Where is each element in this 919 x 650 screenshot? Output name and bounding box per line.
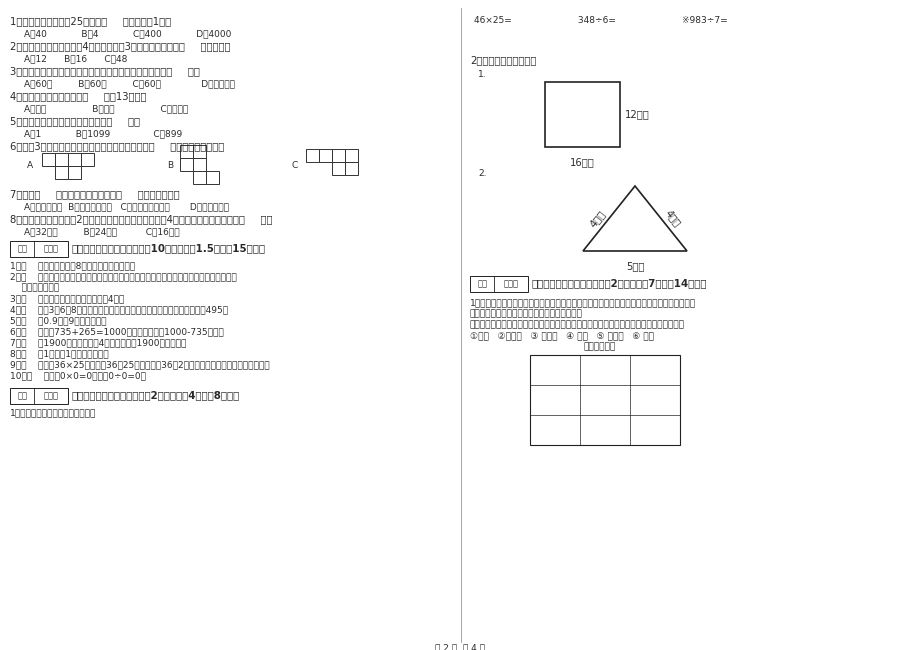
Bar bbox=[81, 153, 94, 166]
Text: 6、下列3个图形中，每个小正方形都一样大，那么（     ）图形的周长最长。: 6、下列3个图形中，每个小正方形都一样大，那么（ ）图形的周长最长。 bbox=[10, 141, 224, 151]
Text: 4、按农历计算，有的年份（     ）有13个月。: 4、按农历计算，有的年份（ ）有13个月。 bbox=[10, 91, 146, 101]
Text: 得分: 得分 bbox=[477, 280, 487, 289]
Text: 1、平均每个同学体重25千克，（     ）名同学重1吨。: 1、平均每个同学体重25千克，（ ）名同学重1吨。 bbox=[10, 16, 171, 26]
Text: 5分米: 5分米 bbox=[625, 261, 643, 271]
Text: A、32厘米         B、24厘米          C、16厘米: A、32厘米 B、24厘米 C、16厘米 bbox=[24, 227, 179, 236]
Bar bbox=[319, 149, 332, 162]
Text: A: A bbox=[27, 161, 33, 170]
Bar bbox=[206, 171, 219, 184]
Bar bbox=[332, 149, 345, 162]
Text: 和鱼馆的地址分别在动物园的东北角和西北角。: 和鱼馆的地址分别在动物园的东北角和西北角。 bbox=[470, 309, 583, 318]
Text: A、60秒         B、60分         C、60时              D、无法确定: A、60秒 B、60分 C、60时 D、无法确定 bbox=[24, 79, 234, 88]
Text: 四、看清题目，细心计算（共2小题，每题4分，共8分）。: 四、看清题目，细心计算（共2小题，每题4分，共8分）。 bbox=[72, 390, 240, 400]
Text: 10、（    ）因为0×0=0，所以0÷0=0。: 10、（ ）因为0×0=0，所以0÷0=0。 bbox=[10, 371, 146, 380]
Bar bbox=[544, 82, 619, 147]
Text: A、12      B、16      C、48: A、12 B、16 C、48 bbox=[24, 54, 127, 63]
Text: 2、一个长方形花坛的宽是4米，长是宽的3倍，花坛的面积是（     ）平方米。: 2、一个长方形花坛的宽是4米，长是宽的3倍，花坛的面积是（ ）平方米。 bbox=[10, 41, 231, 51]
Text: 1.: 1. bbox=[478, 70, 486, 79]
Text: C: C bbox=[291, 161, 298, 170]
Text: 7、明天（     ）会下雨，今天下午我（     ）游遍全世界。: 7、明天（ ）会下雨，今天下午我（ ）游遍全世界。 bbox=[10, 189, 179, 199]
Text: 1、走进动物园大门，正北面是狮子山和熊猫馆，狮子山的东侧是飞禽馆，西侧是猴园，大象馆: 1、走进动物园大门，正北面是狮子山和熊猫馆，狮子山的东侧是飞禽馆，西侧是猴园，大… bbox=[470, 298, 696, 307]
Bar bbox=[42, 153, 55, 166]
Bar bbox=[193, 145, 206, 158]
Bar bbox=[180, 158, 193, 171]
Text: 9、（    ）计算36×25时，先把36和25相乘，再把36和2相乘，最后把两次乘得的结果相加。: 9、（ ）计算36×25时，先把36和25相乘，再把36和2相乘，最后把两次乘得… bbox=[10, 360, 269, 369]
Text: 4分米: 4分米 bbox=[586, 208, 606, 229]
Bar bbox=[193, 158, 206, 171]
Text: 评卷人: 评卷人 bbox=[43, 391, 59, 400]
Text: 12厘米: 12厘米 bbox=[624, 109, 649, 120]
Text: 2、求下面图形的周长。: 2、求下面图形的周长。 bbox=[470, 55, 536, 65]
Text: 4、（    ）用3、6、8这三个数字组成的最大三位数与最小三位数，它们相差495。: 4、（ ）用3、6、8这三个数字组成的最大三位数与最小三位数，它们相差495。 bbox=[10, 305, 228, 314]
Text: B: B bbox=[166, 161, 173, 170]
Bar bbox=[193, 171, 206, 184]
Text: 三、仔细推敲，正确判断（共10小题，每题1.5分，共15分）。: 三、仔细推敲，正确判断（共10小题，每题1.5分，共15分）。 bbox=[72, 243, 266, 253]
Text: 1、列竖式计算。（带米的要验算）: 1、列竖式计算。（带米的要验算） bbox=[10, 408, 96, 417]
Text: 6、（    ）根据735+265=1000，可以直接写出1000-735的差。: 6、（ ）根据735+265=1000，可以直接写出1000-735的差。 bbox=[10, 327, 223, 336]
Text: A、一定                B、可能                C、不可能: A、一定 B、可能 C、不可能 bbox=[24, 104, 188, 113]
Text: 8、一个正方形的边长是2厘米，现在将边长扩大到原来的4倍，现在正方形的周长是（     ）。: 8、一个正方形的边长是2厘米，现在将边长扩大到原来的4倍，现在正方形的周长是（ … bbox=[10, 214, 272, 224]
Bar bbox=[55, 166, 68, 179]
Text: 五、认真思考，综合能力（共2小题，每题7分，共14分）。: 五、认真思考，综合能力（共2小题，每题7分，共14分）。 bbox=[531, 278, 707, 288]
Bar bbox=[529, 355, 679, 445]
Text: 评卷人: 评卷人 bbox=[43, 244, 59, 254]
Bar bbox=[306, 149, 319, 162]
Text: 根据小强的描述，请你把这些动物场馆所在的位置，在动物园的导游图上用序号表示出来。: 根据小强的描述，请你把这些动物场馆所在的位置，在动物园的导游图上用序号表示出来。 bbox=[470, 320, 685, 329]
Text: 动物园导游图: 动物园导游图 bbox=[584, 342, 616, 351]
Text: 1、（    ）一个两位数乘8，积一定也是两为数。: 1、（ ）一个两位数乘8，积一定也是两为数。 bbox=[10, 261, 135, 270]
Bar bbox=[345, 149, 357, 162]
Text: 46×25=                       348÷6=                       ※983÷7=: 46×25= 348÷6= ※983÷7= bbox=[473, 16, 727, 25]
Polygon shape bbox=[583, 186, 686, 251]
Text: A、40            B、4            C、400            D、4000: A、40 B、4 C、400 D、4000 bbox=[24, 29, 231, 38]
Bar bbox=[68, 153, 81, 166]
Text: 8、（    ）1吨铁与1吨棉花一样重。: 8、（ ）1吨铁与1吨棉花一样重。 bbox=[10, 349, 108, 358]
Text: 得分: 得分 bbox=[17, 244, 28, 254]
Text: 5、最小三位数和最大三位数的和是（     ）。: 5、最小三位数和最大三位数的和是（ ）。 bbox=[10, 116, 140, 126]
Bar bbox=[68, 166, 81, 179]
Text: 评卷人: 评卷人 bbox=[503, 280, 518, 289]
Bar bbox=[10, 388, 68, 404]
Bar bbox=[10, 241, 68, 257]
Bar bbox=[55, 153, 68, 166]
Bar bbox=[180, 145, 193, 158]
Text: 2、（    ）用同一条铁丝先围成一个最大的正方形，再围成一个最大的长方形，长方形和正方: 2、（ ）用同一条铁丝先围成一个最大的正方形，再围成一个最大的长方形，长方形和正… bbox=[10, 272, 236, 281]
Text: 3、（    ）正方形的周长是它的边长的4倍。: 3、（ ）正方形的周长是它的边长的4倍。 bbox=[10, 294, 124, 303]
Text: ①狮山   ②熊猫馆   ③ 飞禽馆   ④ 猴园   ⑤ 大象馆   ⑥ 鱼馆: ①狮山 ②熊猫馆 ③ 飞禽馆 ④ 猴园 ⑤ 大象馆 ⑥ 鱼馆 bbox=[470, 331, 653, 340]
Text: 5、（    ）0.9里有9个十分之一。: 5、（ ）0.9里有9个十分之一。 bbox=[10, 316, 107, 325]
Text: 第 2 页  共 4 页: 第 2 页 共 4 页 bbox=[435, 643, 484, 650]
Text: 得分: 得分 bbox=[17, 391, 28, 400]
Bar bbox=[345, 162, 357, 175]
Text: 3、时针从上一个数字到相邻的下一个数字，经过的时间是（     ）。: 3、时针从上一个数字到相邻的下一个数字，经过的时间是（ ）。 bbox=[10, 66, 199, 76]
Text: 16厘米: 16厘米 bbox=[570, 157, 595, 167]
Text: 7、（    ）1900年的年份数是4的倍数，所以1900年是闰年。: 7、（ ）1900年的年份数是4的倍数，所以1900年是闰年。 bbox=[10, 338, 187, 347]
Bar bbox=[332, 162, 345, 175]
Text: A、1            B、1099               C、899: A、1 B、1099 C、899 bbox=[24, 129, 182, 138]
Text: 形的周长相等。: 形的周长相等。 bbox=[10, 283, 59, 292]
Bar bbox=[470, 276, 528, 292]
Text: A、一定，可能  B、可能，不可能   C、不可能，不可能       D、可能，可能: A、一定，可能 B、可能，不可能 C、不可能，不可能 D、可能，可能 bbox=[24, 202, 229, 211]
Text: 4分米: 4分米 bbox=[663, 208, 682, 229]
Text: 2.: 2. bbox=[478, 169, 486, 178]
